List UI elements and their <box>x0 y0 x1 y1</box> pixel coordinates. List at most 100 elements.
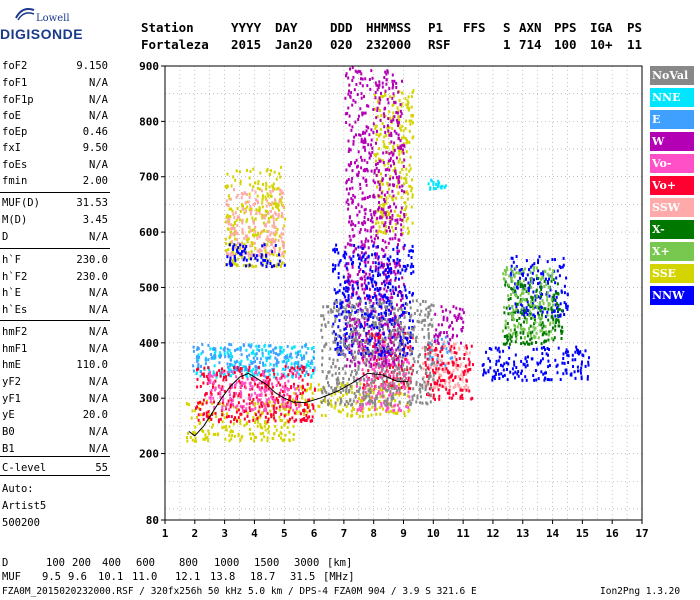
data-point <box>397 109 400 113</box>
data-point <box>373 241 376 245</box>
data-point <box>351 125 354 129</box>
data-point <box>192 364 195 368</box>
data-point <box>246 218 249 222</box>
data-point <box>261 354 264 358</box>
data-point <box>369 339 372 343</box>
data-point <box>255 254 258 258</box>
data-point <box>355 133 357 137</box>
data-point <box>210 417 213 421</box>
data-point <box>356 213 359 217</box>
data-point <box>546 310 549 314</box>
data-point <box>405 205 408 209</box>
data-point <box>361 277 364 281</box>
data-point <box>540 346 543 350</box>
data-point <box>354 224 357 228</box>
data-point <box>348 220 351 224</box>
data-point <box>545 330 548 334</box>
data-point <box>554 324 557 328</box>
data-point <box>374 265 377 269</box>
data-point <box>552 338 555 342</box>
data-point <box>264 415 267 419</box>
data-point <box>465 350 468 354</box>
param-name: h`F <box>2 254 21 266</box>
param-row: C-level 55 <box>2 462 108 478</box>
data-point <box>537 258 540 262</box>
data-point <box>235 243 238 247</box>
param-name: foEs <box>2 159 28 171</box>
data-point <box>381 179 384 183</box>
data-point <box>266 243 269 247</box>
data-point <box>344 337 347 341</box>
data-point <box>529 324 532 328</box>
data-point <box>357 390 360 394</box>
data-point <box>536 277 538 281</box>
data-point <box>357 350 359 354</box>
data-point <box>268 220 271 224</box>
data-point <box>290 362 293 366</box>
data-point <box>191 409 194 413</box>
data-point <box>292 433 295 436</box>
data-point <box>407 232 410 235</box>
data-point <box>263 387 266 391</box>
data-point <box>379 230 382 234</box>
data-point <box>518 316 521 320</box>
data-point <box>412 249 414 253</box>
data-point <box>560 337 563 340</box>
data-point <box>382 208 385 212</box>
data-point <box>353 135 356 139</box>
data-point <box>402 245 405 249</box>
data-point <box>274 243 277 247</box>
data-point <box>406 381 408 385</box>
data-point <box>378 206 380 210</box>
data-point <box>264 363 267 367</box>
data-point <box>519 271 521 275</box>
data-point <box>577 369 579 373</box>
data-point <box>270 195 273 198</box>
data-point <box>306 382 309 386</box>
data-point <box>335 298 338 302</box>
data-point <box>397 180 400 184</box>
data-point <box>508 357 511 360</box>
data-point <box>448 376 451 380</box>
data-point <box>455 351 458 355</box>
data-point <box>317 383 320 387</box>
data-point <box>436 339 439 342</box>
data-point <box>363 145 366 149</box>
data-point <box>228 370 231 374</box>
data-point <box>347 321 350 325</box>
data-point <box>364 345 367 348</box>
data-point <box>396 106 399 110</box>
data-point <box>355 291 358 295</box>
data-point <box>395 175 398 179</box>
data-point <box>223 376 225 379</box>
data-point <box>244 207 247 211</box>
data-point <box>232 224 235 228</box>
data-point <box>267 397 270 401</box>
data-point <box>283 393 286 397</box>
data-point <box>373 94 376 97</box>
data-point <box>491 375 494 379</box>
data-point <box>525 321 528 324</box>
data-point <box>225 378 228 382</box>
data-point <box>518 300 521 304</box>
data-point <box>359 386 362 390</box>
data-point <box>428 375 431 379</box>
data-point <box>275 202 277 206</box>
data-point <box>227 352 230 356</box>
data-point <box>337 263 340 267</box>
data-point <box>340 346 342 350</box>
data-point <box>247 200 250 204</box>
data-point <box>377 339 380 343</box>
data-point <box>294 387 297 391</box>
data-point <box>371 367 374 371</box>
data-point <box>197 358 200 362</box>
data-point <box>251 372 254 376</box>
data-point <box>383 362 385 366</box>
data-point <box>232 422 235 426</box>
data-point <box>446 318 449 322</box>
data-point <box>384 213 387 217</box>
param-value: 20.0 <box>82 409 108 421</box>
data-point <box>530 357 533 361</box>
data-point <box>389 282 392 286</box>
data-point <box>580 366 583 370</box>
